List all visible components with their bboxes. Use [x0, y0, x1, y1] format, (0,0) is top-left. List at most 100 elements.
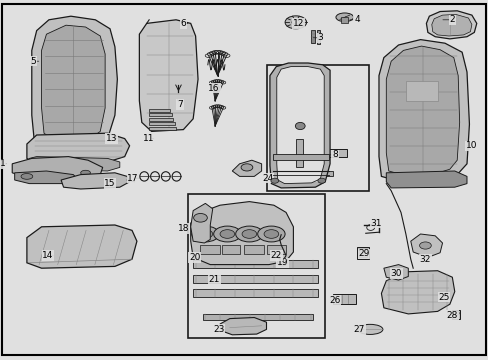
Bar — [149, 109, 170, 112]
Bar — [203, 314, 312, 320]
Bar — [332, 294, 355, 304]
Ellipse shape — [193, 213, 207, 222]
Polygon shape — [12, 157, 102, 180]
Text: 25: 25 — [437, 292, 449, 302]
Polygon shape — [431, 14, 471, 36]
Text: 29: 29 — [358, 249, 369, 258]
Text: 19: 19 — [276, 258, 288, 267]
Ellipse shape — [257, 226, 285, 242]
Bar — [356, 247, 368, 259]
Polygon shape — [378, 40, 468, 182]
Text: 17: 17 — [127, 174, 139, 183]
Bar — [451, 310, 459, 319]
Polygon shape — [386, 171, 466, 188]
Ellipse shape — [317, 178, 325, 183]
Bar — [149, 113, 171, 116]
Polygon shape — [381, 271, 454, 314]
Text: 22: 22 — [270, 251, 282, 260]
Bar — [149, 122, 174, 125]
Polygon shape — [386, 46, 459, 176]
Text: 11: 11 — [143, 134, 155, 143]
Bar — [311, 30, 314, 43]
Text: 23: 23 — [213, 325, 224, 334]
Polygon shape — [383, 265, 407, 280]
Polygon shape — [220, 318, 266, 335]
Polygon shape — [426, 11, 476, 39]
Text: 6: 6 — [180, 19, 186, 28]
Text: 20: 20 — [188, 253, 200, 262]
Polygon shape — [269, 63, 329, 188]
Ellipse shape — [235, 226, 263, 242]
Ellipse shape — [220, 230, 234, 238]
Text: 8: 8 — [331, 150, 337, 159]
Ellipse shape — [213, 226, 241, 242]
Text: 10: 10 — [465, 141, 477, 150]
Polygon shape — [139, 20, 198, 131]
Polygon shape — [27, 225, 137, 268]
Ellipse shape — [21, 174, 33, 179]
Text: 26: 26 — [328, 296, 340, 305]
Polygon shape — [276, 67, 324, 184]
Bar — [405, 81, 437, 101]
Polygon shape — [61, 173, 129, 189]
Polygon shape — [32, 16, 117, 148]
Polygon shape — [232, 160, 261, 176]
Text: 18: 18 — [177, 224, 189, 233]
Bar — [149, 127, 176, 130]
Text: 27: 27 — [353, 325, 365, 334]
Bar — [193, 260, 317, 268]
Ellipse shape — [270, 178, 278, 183]
Text: 32: 32 — [419, 255, 430, 264]
Text: 2: 2 — [448, 15, 454, 24]
Text: 31: 31 — [370, 219, 382, 228]
Bar — [359, 249, 366, 257]
Text: 30: 30 — [389, 269, 401, 278]
Text: 5: 5 — [30, 57, 36, 66]
Text: 14: 14 — [42, 251, 54, 260]
Ellipse shape — [277, 260, 286, 266]
Bar — [188, 194, 325, 338]
Text: 16: 16 — [208, 84, 220, 93]
Ellipse shape — [335, 13, 353, 22]
Ellipse shape — [291, 20, 299, 25]
Ellipse shape — [81, 170, 90, 175]
Bar — [295, 139, 303, 167]
Ellipse shape — [419, 242, 430, 249]
Bar — [341, 17, 347, 23]
Ellipse shape — [285, 16, 306, 29]
Text: 28: 28 — [446, 310, 457, 320]
Ellipse shape — [264, 230, 278, 238]
Bar — [321, 171, 332, 176]
Text: 21: 21 — [208, 274, 220, 284]
Bar — [222, 245, 239, 254]
Bar — [266, 245, 285, 254]
Polygon shape — [190, 202, 293, 265]
Ellipse shape — [295, 122, 305, 130]
Text: 1: 1 — [0, 159, 5, 168]
Ellipse shape — [357, 324, 382, 334]
Bar — [310, 149, 346, 157]
Bar — [266, 65, 368, 191]
Text: 13: 13 — [105, 134, 117, 143]
Bar — [200, 245, 220, 254]
Text: 24: 24 — [262, 174, 273, 183]
Polygon shape — [15, 171, 78, 184]
Polygon shape — [410, 234, 442, 257]
Ellipse shape — [241, 164, 252, 171]
Polygon shape — [44, 139, 107, 151]
Text: 12: 12 — [292, 19, 304, 28]
Bar — [272, 154, 328, 160]
Polygon shape — [29, 157, 120, 171]
Bar — [193, 289, 317, 297]
Text: 3: 3 — [317, 33, 323, 42]
Polygon shape — [41, 25, 105, 139]
Ellipse shape — [191, 226, 219, 242]
Text: 9: 9 — [312, 172, 318, 181]
Text: 4: 4 — [353, 15, 359, 24]
Ellipse shape — [242, 230, 256, 238]
Text: 7: 7 — [177, 100, 183, 109]
Polygon shape — [190, 203, 212, 243]
Bar — [193, 275, 317, 283]
Bar — [149, 118, 173, 121]
Polygon shape — [27, 133, 129, 164]
